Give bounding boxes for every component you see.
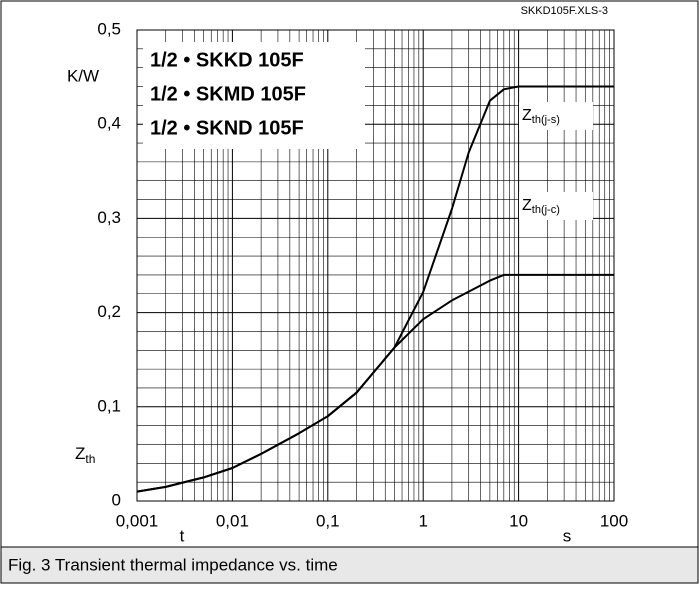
x-tick-label: 0,1 (316, 511, 340, 530)
y-axis-label-sub: th (85, 452, 95, 466)
x-axis-label: t (180, 526, 185, 545)
y-tick-label: 0 (112, 490, 121, 509)
x-tick-label: 0,01 (216, 511, 249, 530)
y-tick-label: 0,5 (97, 19, 121, 38)
y-axis-unit: K/W (67, 66, 99, 85)
series-label-bg (519, 102, 593, 130)
x-tick-label: 1 (418, 511, 427, 530)
series-label: Zth(j-c) (522, 197, 560, 216)
series-label-main: Z (522, 197, 532, 214)
title-line: 1/2 • SKMD 105F (150, 83, 306, 105)
label-bg (170, 526, 192, 546)
title-line: 1/2 • SKKD 105F (150, 49, 304, 71)
y-tick-label: 0,1 (97, 396, 121, 415)
series-label: Zth(j-s) (522, 107, 560, 126)
x-tick-label: 100 (600, 511, 628, 530)
plot: 0,001 0,01 0,1 1 10 100 0 0,1 0,2 0,3 0,4 0,5 1/2 • … (97, 19, 628, 530)
series-label-main: Z (522, 107, 532, 124)
series-line (136, 273, 614, 493)
x-tick-label: 0,001 (116, 511, 159, 530)
x-axis-unit: s (563, 526, 572, 545)
series-label-bg (519, 192, 593, 220)
plot-frame (136, 29, 615, 502)
annotation: SKKD105F.XLS-3 (521, 5, 608, 17)
y-tick-label: 0,3 (97, 208, 121, 227)
title-line: 1/2 • SKND 105F (150, 117, 304, 139)
series-label-sub: th(j-c) (532, 204, 560, 216)
caption: Fig. 3 Transient thermal impedance vs. t… (8, 555, 338, 574)
series-label-sub: th(j-s) (532, 114, 560, 126)
y-axis-label-main: Z (75, 444, 85, 463)
y-axis-label: Zth (75, 444, 95, 466)
x-tick-label: 10 (509, 511, 528, 530)
title-box (143, 42, 365, 149)
y-tick-label: 0,2 (97, 302, 121, 321)
y-tick-label: 0,4 (97, 114, 121, 133)
caption-band (0, 546, 699, 584)
